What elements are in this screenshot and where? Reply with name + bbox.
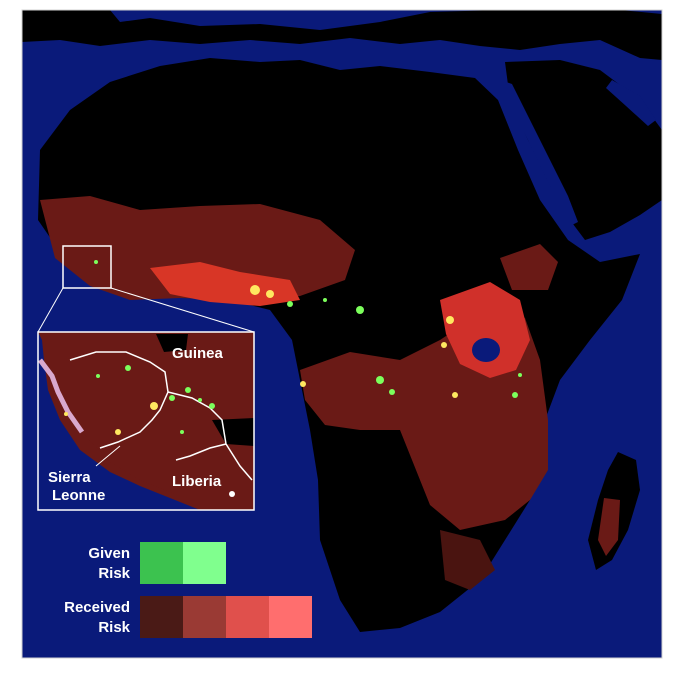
received-risk-east: [500, 244, 558, 290]
received-risk-swatch: [140, 596, 183, 638]
inset-hotspot: [64, 412, 68, 416]
received-risk-swatch: [183, 596, 226, 638]
sierra-leone-label-line1: Sierra: [48, 469, 91, 486]
inset-panel: Guinea Sierra Leonne Liberia: [37, 331, 255, 511]
inset-hotspot: [209, 403, 215, 409]
persian-gulf: [606, 80, 656, 126]
hotspot: [250, 285, 260, 295]
hotspot: [323, 298, 327, 302]
inset-coastline-highlight: [38, 358, 85, 434]
received-risk-swatch: [269, 596, 312, 638]
inset-hotspot: [115, 429, 121, 435]
inset-hotspot: [150, 402, 158, 410]
given-risk-swatch: [140, 542, 183, 584]
inset-hotspot: [185, 387, 191, 393]
inset-connector-left: [37, 287, 64, 333]
received-risk-label-line2: Risk: [98, 619, 130, 636]
inset-border-guinea-east: [175, 443, 227, 461]
inset-hotspot: [169, 395, 175, 401]
inset-hotspot: [198, 398, 202, 402]
inset-source-box: [62, 245, 112, 289]
arabia-landmass: [505, 60, 662, 240]
map-frame: [21, 9, 663, 659]
hotspot: [512, 392, 518, 398]
inset-frame: [37, 331, 255, 511]
hotspot: [452, 392, 458, 398]
received-risk-lakes-bright: [440, 282, 530, 378]
guinea-label: Guinea: [172, 345, 224, 362]
hotspot: [376, 376, 384, 384]
received-risk-madagascar: [598, 498, 620, 556]
received-risk-south: [440, 530, 495, 590]
given-risk-swatch: [183, 542, 226, 584]
liberia-label: Liberia: [172, 473, 222, 490]
inset-connector-right: [110, 287, 255, 333]
hotspot: [94, 260, 98, 264]
inset-hotspot: [125, 365, 131, 371]
hotspot: [446, 316, 454, 324]
given-risk-label-line1: Given: [88, 545, 130, 562]
sierra-leone-label-line2: Leonne: [52, 487, 105, 504]
hotspot: [266, 290, 274, 298]
received-risk-swatches: [140, 596, 312, 638]
given-risk-hotspots: [94, 260, 522, 398]
lake-victoria: [472, 338, 500, 362]
received-risk-label-line1: Received: [64, 599, 130, 616]
received-risk-west-coast-bright: [150, 262, 300, 306]
legend: Given Risk Received Risk: [64, 542, 312, 638]
sierra-leone-leader: [95, 445, 121, 467]
hotspot: [441, 342, 447, 348]
received-risk-west: [40, 196, 355, 300]
hotspot: [518, 373, 522, 377]
red-sea: [500, 80, 578, 226]
inset-hotspot: [229, 491, 235, 497]
hotspot: [300, 381, 306, 387]
hotspot: [287, 301, 293, 307]
given-risk-label-line2: Risk: [98, 565, 130, 582]
inset-dark-patch: [156, 334, 188, 352]
hotspot: [356, 306, 364, 314]
received-risk-swatch: [226, 596, 269, 638]
hotspot: [389, 389, 395, 395]
europe-landmass: [22, 10, 662, 60]
inset-border-liberia: [167, 391, 253, 481]
inset-hotspot: [96, 374, 100, 378]
inset-ocean: [38, 332, 200, 510]
given-risk-swatches: [140, 542, 226, 584]
inset-hotspot: [180, 430, 184, 434]
